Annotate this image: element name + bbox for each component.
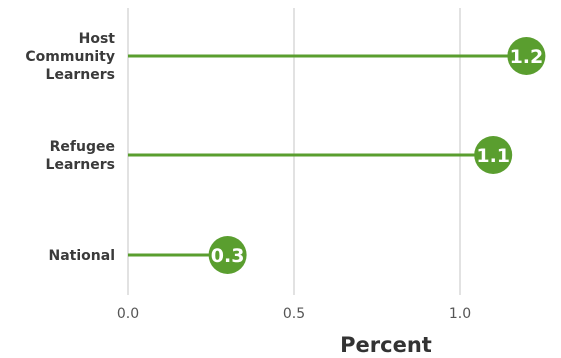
x-axis-title: Percent <box>340 333 432 357</box>
category-label-line: Refugee <box>50 139 115 155</box>
x-tick-label: 1.0 <box>449 306 471 322</box>
x-tick-labels: 0.0 0.5 1.0 <box>117 306 471 322</box>
category-labels: Host Community Learners Refugee Learners Nati… <box>25 31 115 264</box>
category-label-line: Community <box>25 49 115 65</box>
data-label: 1.1 <box>476 145 510 167</box>
category-label-line: National <box>49 248 116 264</box>
category-label-line: Learners <box>46 67 115 83</box>
x-tick-label: 0.0 <box>117 306 139 322</box>
data-label: 1.2 <box>510 46 544 68</box>
lollipop-marker <box>474 136 513 174</box>
lollipop-marker <box>208 236 247 274</box>
category-label-line: Learners <box>46 157 115 173</box>
data-label: 0.3 <box>211 245 245 267</box>
x-tick-label: 0.5 <box>283 306 305 322</box>
gridlines <box>127 8 461 295</box>
category-label-line: Host <box>79 31 116 47</box>
category-label: Refugee Learners <box>46 139 115 173</box>
category-label: Host Community Learners <box>25 31 115 83</box>
lollipop-marker <box>507 37 546 75</box>
lollipop-stems <box>128 54 527 257</box>
category-label: National <box>49 248 116 264</box>
lollipop-markers: 1.2 1.1 0.3 <box>208 37 546 274</box>
